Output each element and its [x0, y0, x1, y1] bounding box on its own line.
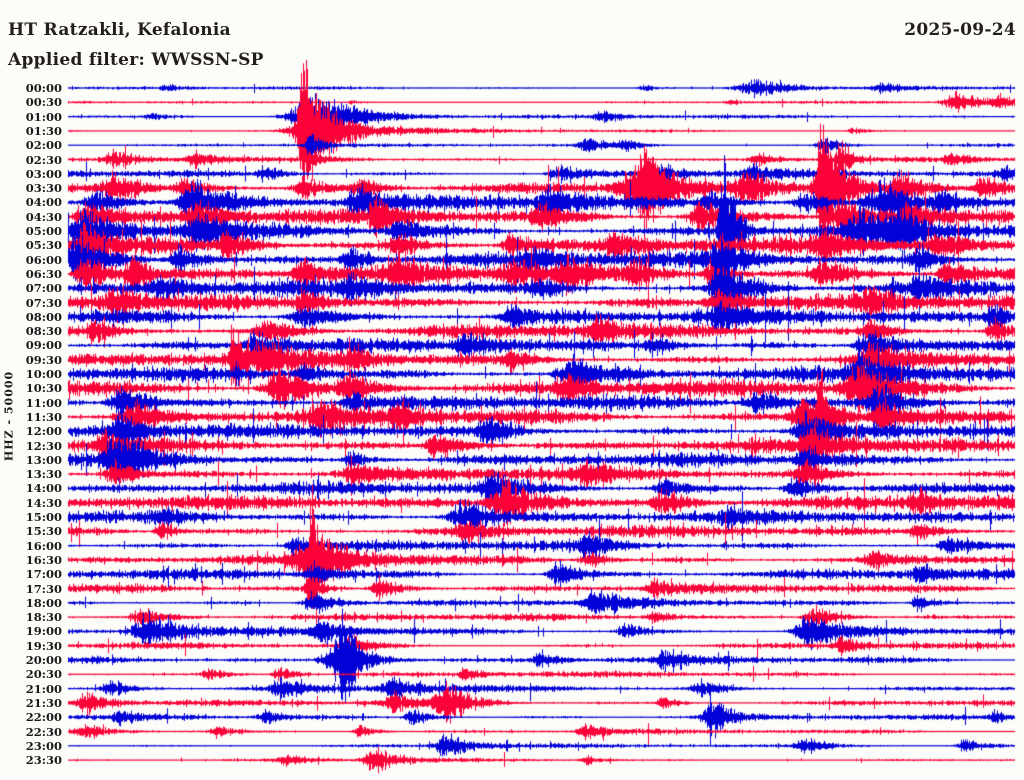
- time-label-03:00: 03:00: [25, 166, 62, 181]
- time-label-06:30: 06:30: [25, 266, 62, 281]
- time-label-09:30: 09:30: [25, 352, 62, 367]
- time-label-08:30: 08:30: [25, 324, 62, 339]
- time-label-00:00: 00:00: [25, 81, 62, 95]
- time-label-23:00: 23:00: [25, 738, 62, 753]
- time-label-23:30: 23:30: [25, 753, 62, 768]
- time-label-01:00: 01:00: [25, 109, 62, 124]
- time-label-02:00: 02:00: [25, 138, 62, 153]
- time-label-19:30: 19:30: [25, 638, 62, 653]
- time-label-16:30: 16:30: [25, 552, 62, 567]
- time-label-20:30: 20:30: [25, 667, 62, 682]
- time-label-04:30: 04:30: [25, 209, 62, 224]
- time-label-18:30: 18:30: [25, 610, 62, 625]
- filter-label: Applied filter: WWSSN-SP: [8, 50, 264, 70]
- time-label-11:30: 11:30: [25, 409, 62, 424]
- station-title: HT Ratzakli, Kefalonia: [8, 20, 231, 40]
- time-label-18:00: 18:00: [25, 595, 62, 610]
- time-label-21:30: 21:30: [25, 695, 62, 710]
- time-label-15:30: 15:30: [25, 524, 62, 539]
- time-label-17:30: 17:30: [25, 581, 62, 596]
- time-label-06:00: 06:00: [25, 252, 62, 267]
- time-label-02:30: 02:30: [25, 152, 62, 167]
- time-label-11:00: 11:00: [25, 395, 62, 410]
- time-label-14:30: 14:30: [25, 495, 62, 510]
- time-label-05:00: 05:00: [25, 224, 62, 238]
- time-label-22:30: 22:30: [25, 724, 62, 739]
- time-label-00:30: 00:30: [25, 95, 62, 110]
- time-label-04:00: 04:00: [25, 195, 62, 210]
- date-label: 2025-09-24: [904, 20, 1016, 40]
- time-label-16:00: 16:00: [25, 538, 62, 553]
- time-label-03:30: 03:30: [25, 181, 62, 196]
- time-label-19:00: 19:00: [25, 624, 62, 639]
- time-label-14:00: 14:00: [25, 481, 62, 496]
- time-label-07:00: 07:00: [25, 281, 62, 296]
- time-label-15:00: 15:00: [25, 510, 62, 524]
- time-label-13:00: 13:00: [25, 452, 62, 467]
- time-label-20:00: 20:00: [25, 653, 62, 667]
- time-label-07:30: 07:30: [25, 295, 62, 310]
- time-label-12:30: 12:30: [25, 438, 62, 453]
- time-label-05:30: 05:30: [25, 238, 62, 253]
- time-label-10:30: 10:30: [25, 381, 62, 396]
- time-label-10:00: 10:00: [25, 367, 62, 381]
- time-label-13:30: 13:30: [25, 467, 62, 482]
- time-label-21:00: 21:00: [25, 681, 62, 696]
- time-label-09:00: 09:00: [25, 338, 62, 353]
- time-label-08:00: 08:00: [25, 309, 62, 324]
- time-label-22:00: 22:00: [25, 710, 62, 725]
- time-label-01:30: 01:30: [25, 123, 62, 138]
- time-label-12:00: 12:00: [25, 424, 62, 439]
- time-label-17:00: 17:00: [25, 567, 62, 582]
